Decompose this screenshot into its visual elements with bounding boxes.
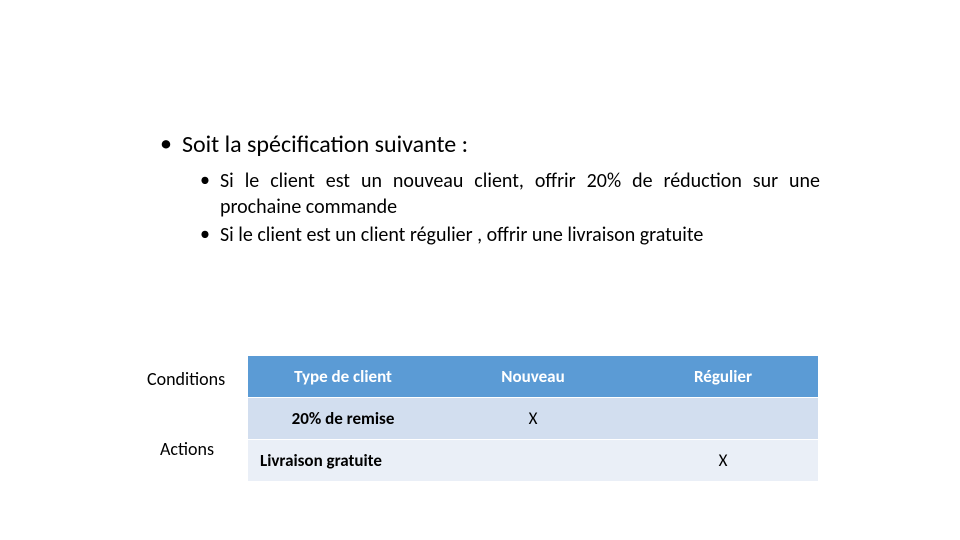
- table-cell: Livraison gratuite: [248, 440, 438, 482]
- decision-table: Type de client Nouveau Régulier 20% de r…: [248, 355, 818, 482]
- table-cell: [628, 398, 818, 440]
- sub-bullet-text: Si le client est un client régulier , of…: [220, 222, 703, 248]
- bullet-dot: •: [160, 130, 172, 159]
- bullet-dot: •: [200, 222, 210, 247]
- table-cell: [438, 440, 628, 482]
- sub-bullet-item: • Si le client est un nouveau client, of…: [200, 168, 820, 220]
- main-bullet-text: Soit la spécification suivante :: [182, 130, 468, 160]
- label-conditions: Conditions: [147, 368, 225, 390]
- table-header-cell: Nouveau: [438, 356, 628, 398]
- table-cell: 20% de remise: [248, 398, 438, 440]
- table-row: Livraison gratuite X: [248, 440, 818, 482]
- table-header-row: Type de client Nouveau Régulier: [248, 356, 818, 398]
- label-actions: Actions: [160, 438, 214, 460]
- sub-bullet-item: • Si le client est un client régulier , …: [200, 222, 820, 248]
- sub-bullet-text: Si le client est un nouveau client, offr…: [220, 168, 820, 220]
- main-bullet: • Soit la spécification suivante :: [160, 130, 468, 160]
- table-cell: X: [438, 398, 628, 440]
- table-row: 20% de remise X: [248, 398, 818, 440]
- table-cell: X: [628, 440, 818, 482]
- bullet-dot: •: [200, 168, 210, 193]
- table-header-cell: Régulier: [628, 356, 818, 398]
- sub-bullet-list: • Si le client est un nouveau client, of…: [200, 168, 820, 250]
- table-header-cell: Type de client: [248, 356, 438, 398]
